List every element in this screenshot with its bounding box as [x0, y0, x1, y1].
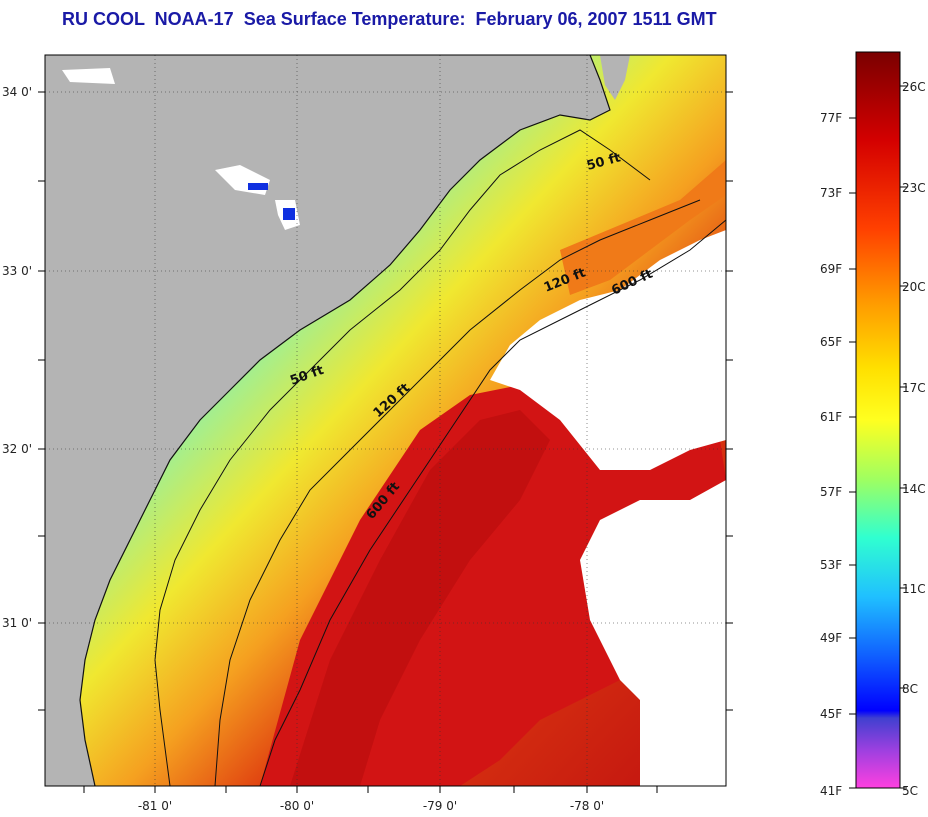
map-frame [44, 54, 727, 787]
lat-label-33: 33 0' [2, 264, 32, 278]
colorbar-c-label: 11C [902, 582, 926, 596]
colorbar-c-label: 14C [902, 482, 926, 496]
lat-label-32: 32 0' [2, 442, 32, 456]
lon-label-79: -79 0' [423, 799, 457, 813]
contour-600ft [259, 219, 726, 786]
gulf-stream-inner-core [290, 410, 550, 786]
land-cloud-patch-3 [62, 68, 115, 84]
colorbar-f-label: 69F [820, 262, 842, 276]
cloud-mask-region [490, 230, 726, 470]
colorbar-f-label: 77F [820, 111, 842, 125]
colorbar-ticks [849, 85, 907, 789]
colorbar-c-label: 20C [902, 280, 926, 294]
shelf-edge-warm-band [560, 160, 726, 295]
lat-label-31: 31 0' [2, 616, 32, 630]
lake-marker-2 [283, 208, 295, 220]
colorbar-f-label: 65F [820, 335, 842, 349]
lon-label-81: -81 0' [138, 799, 172, 813]
colorbar-f-label: 41F [820, 784, 842, 798]
colorbar-c-label: 17C [902, 381, 926, 395]
colorbar-c-label: 23C [902, 181, 926, 195]
graticule [45, 55, 726, 786]
land-mass [45, 55, 610, 786]
coastline [79, 55, 611, 786]
colorbar-c-label: 5C [902, 784, 918, 798]
lon-label-78: -78 0' [570, 799, 604, 813]
map-panel: 50 ft 50 ft 120 ft 120 ft 600 ft 600 ft [45, 55, 726, 786]
lat-label-34: 34 0' [2, 85, 32, 99]
contour-120ft [214, 199, 701, 786]
lon-label-80: -80 0' [280, 799, 314, 813]
axis-ticks [38, 91, 733, 793]
colorbar-f-label: 53F [820, 558, 842, 572]
land-mass-north [600, 55, 630, 100]
colorbar [855, 51, 901, 789]
map-title: RU COOL NOAA-17 Sea Surface Temperature:… [62, 9, 717, 29]
colorbar-f-label: 45F [820, 707, 842, 721]
colorbar-c-label: 26C [902, 80, 926, 94]
contour-50ft [154, 129, 651, 786]
colorbar-f-label: 49F [820, 631, 842, 645]
colorbar-f-label: 73F [820, 186, 842, 200]
lake-marker [248, 183, 268, 190]
cloud-mask-region-south [580, 480, 726, 786]
colorbar-f-label: 61F [820, 410, 842, 424]
colorbar-f-label: 57F [820, 485, 842, 499]
colorbar-c-label: 8C [902, 682, 918, 696]
